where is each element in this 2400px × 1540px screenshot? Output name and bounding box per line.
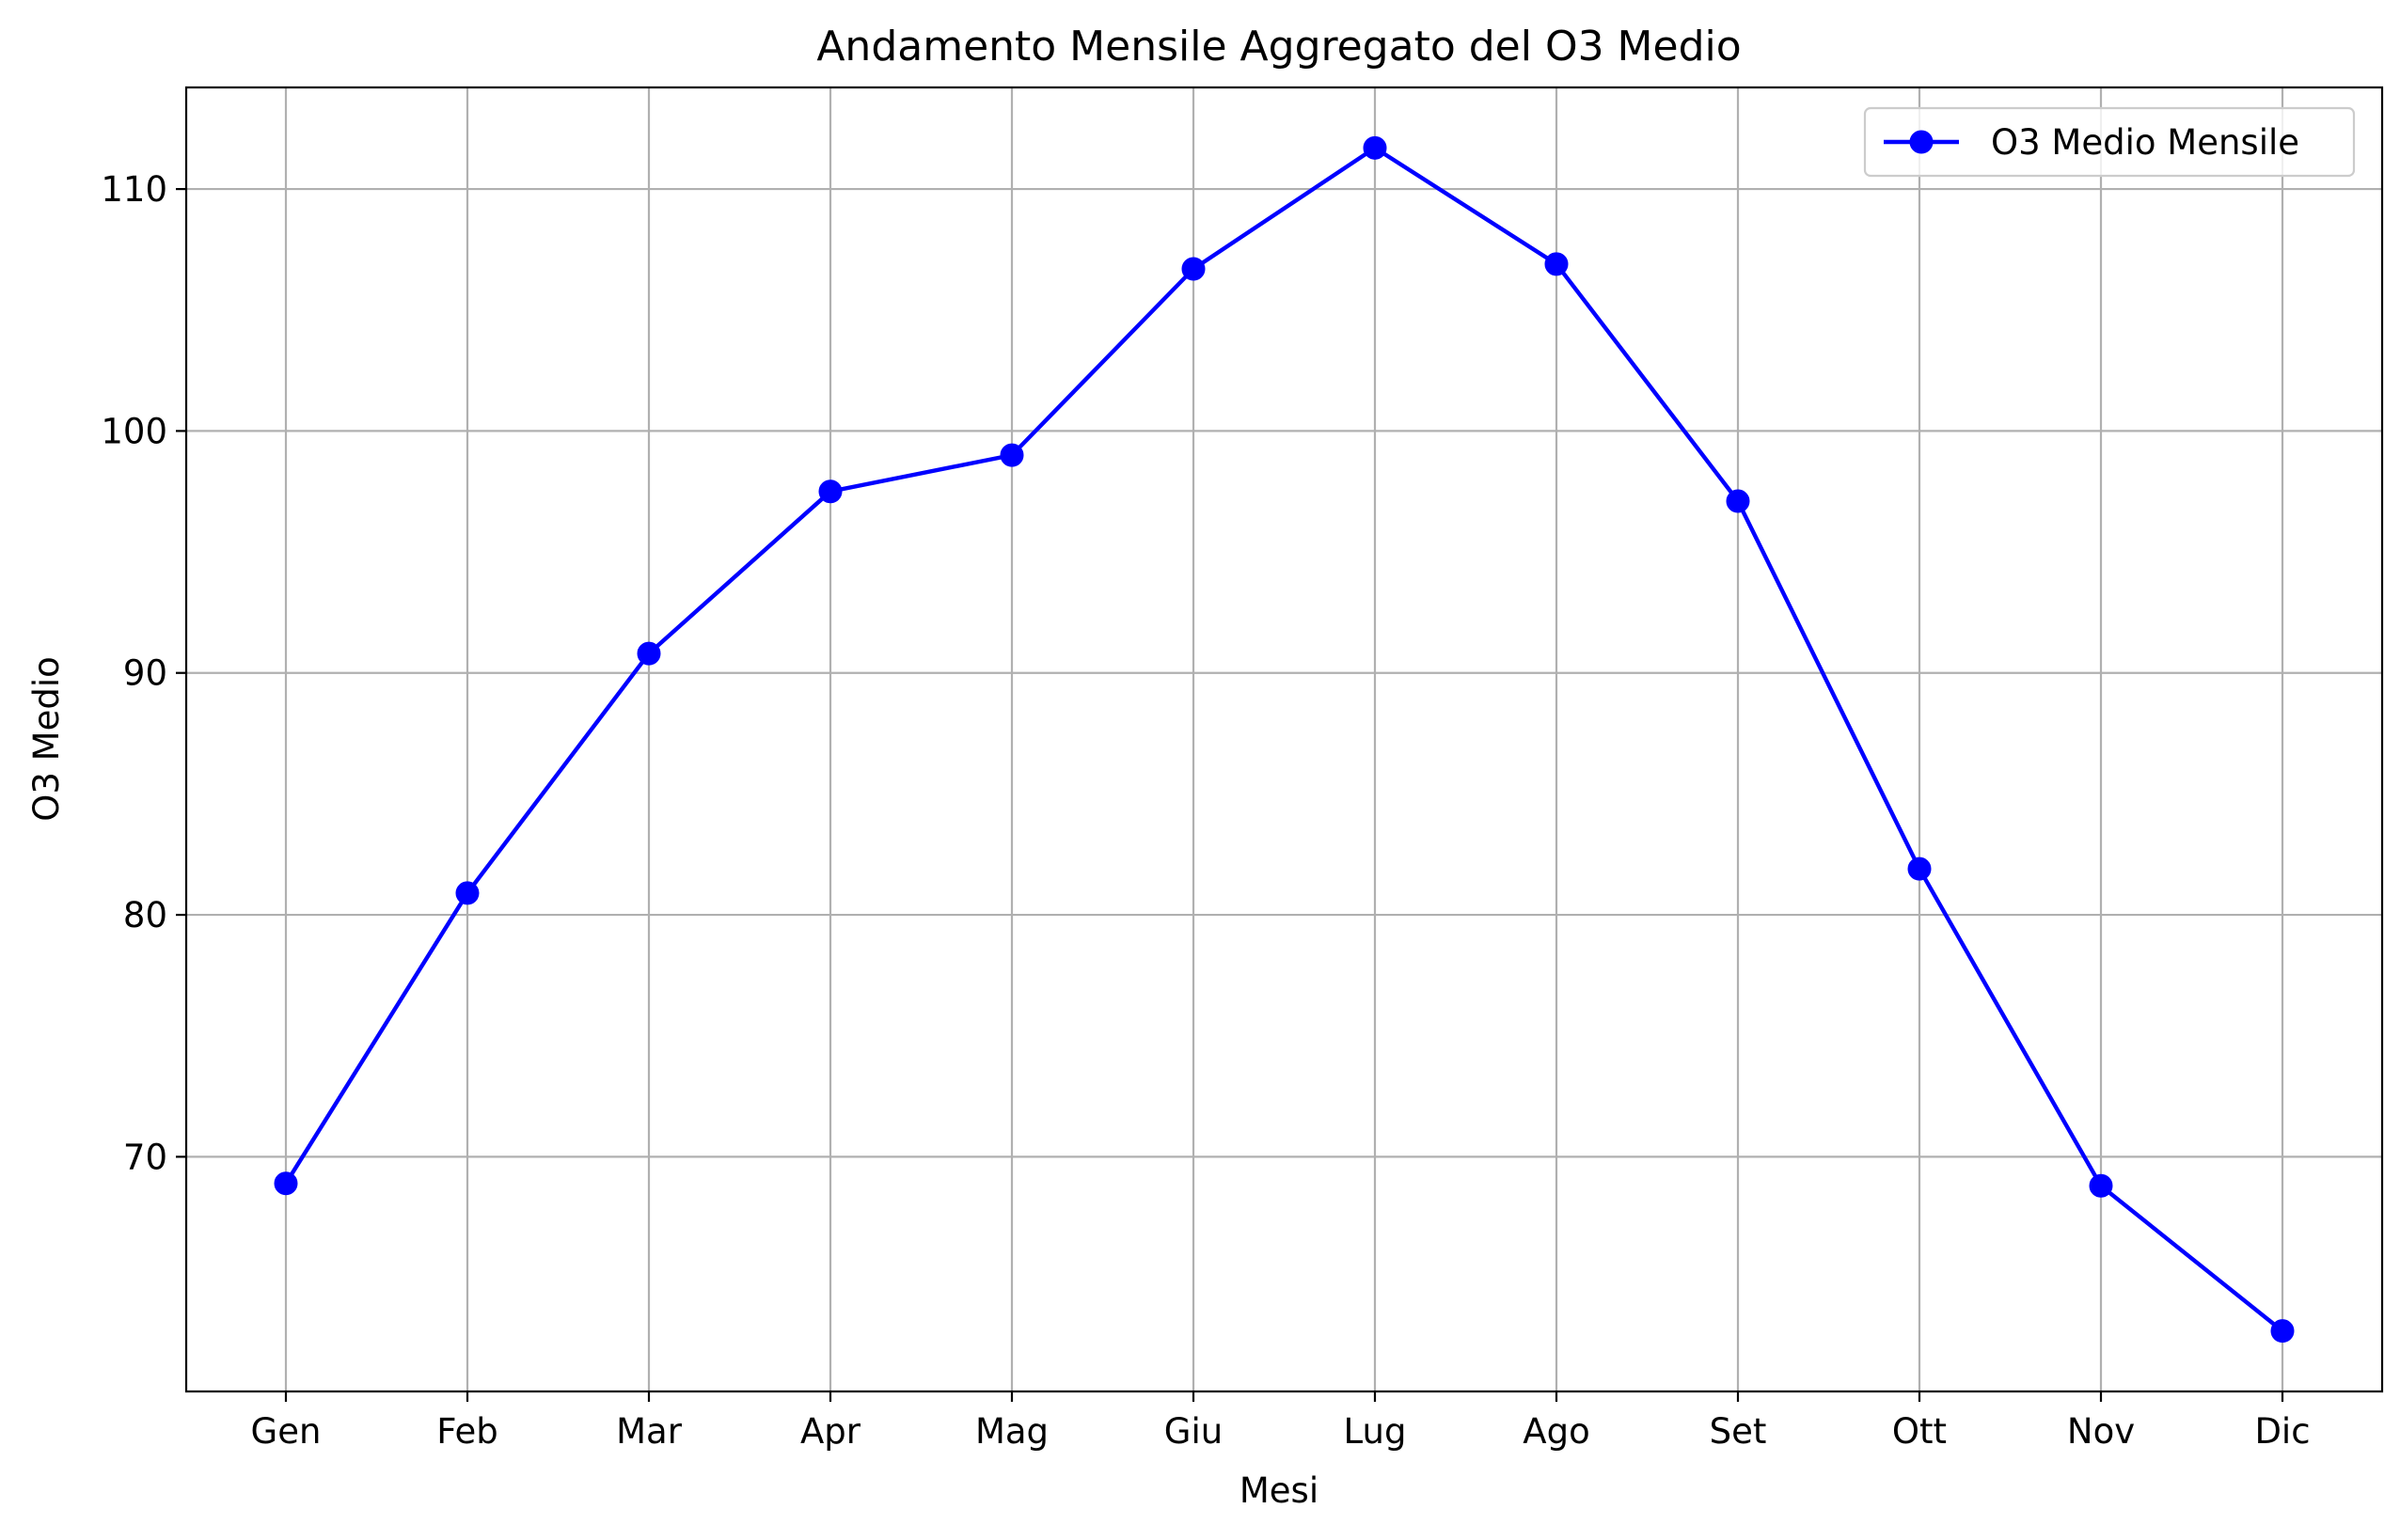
data-point	[1907, 856, 1932, 881]
x-tick-label: Ott	[1892, 1411, 1947, 1452]
y-gridlines	[186, 187, 2382, 1158]
series-line-o3-medio-mensile	[284, 146, 2284, 1333]
x-tick-label: Giu	[1164, 1411, 1223, 1452]
chart-title: Andamento Mensile Aggregato del O3 Medio	[816, 23, 1741, 71]
data-point	[1363, 135, 1387, 160]
legend-label: O3 Medio Mensile	[1991, 122, 2299, 163]
y-tick-label: 70	[123, 1137, 167, 1177]
data-point	[1181, 257, 1206, 281]
y-tick-label: 110	[101, 169, 167, 210]
y-axis-label: O3 Medio	[26, 656, 67, 822]
data-point	[1000, 443, 1024, 467]
y-tick-label: 80	[123, 895, 167, 935]
data-point	[2270, 1319, 2295, 1344]
data-point	[818, 479, 843, 504]
legend: O3 Medio Mensile	[1863, 106, 2356, 178]
x-tick-label: Set	[1710, 1411, 1767, 1452]
data-point	[1544, 252, 1569, 276]
data-point	[2089, 1173, 2113, 1198]
y-axis: 70 80 90 100 110	[101, 169, 186, 1177]
data-point	[274, 1171, 298, 1196]
x-tick-label: Dic	[2254, 1411, 2310, 1452]
data-point	[1726, 489, 1750, 513]
x-tick-label: Nov	[2067, 1411, 2135, 1452]
data-point	[637, 641, 661, 666]
legend-marker-sample	[1909, 130, 1934, 154]
x-tick-label: Ago	[1523, 1411, 1589, 1452]
x-gridlines	[284, 87, 2284, 1391]
x-tick-label: Mar	[616, 1411, 683, 1452]
x-tick-label: Feb	[436, 1411, 498, 1452]
y-tick-label: 100	[101, 411, 167, 451]
x-tick-label: Mag	[975, 1411, 1049, 1452]
x-axis: Gen Feb Mar Apr Mag Giu Lug Ago Set Ott Nov Dic	[251, 1391, 2311, 1452]
y-tick-label: 90	[123, 653, 167, 694]
x-axis-label: Mesi	[1239, 1470, 1318, 1511]
legend-box	[1863, 106, 2356, 178]
series-markers	[274, 135, 2295, 1344]
x-tick-label: Lug	[1344, 1411, 1407, 1452]
x-tick-label: Gen	[251, 1411, 322, 1452]
plot-area-frame	[184, 86, 2384, 1393]
x-tick-label: Apr	[800, 1411, 861, 1452]
data-point	[455, 881, 480, 905]
